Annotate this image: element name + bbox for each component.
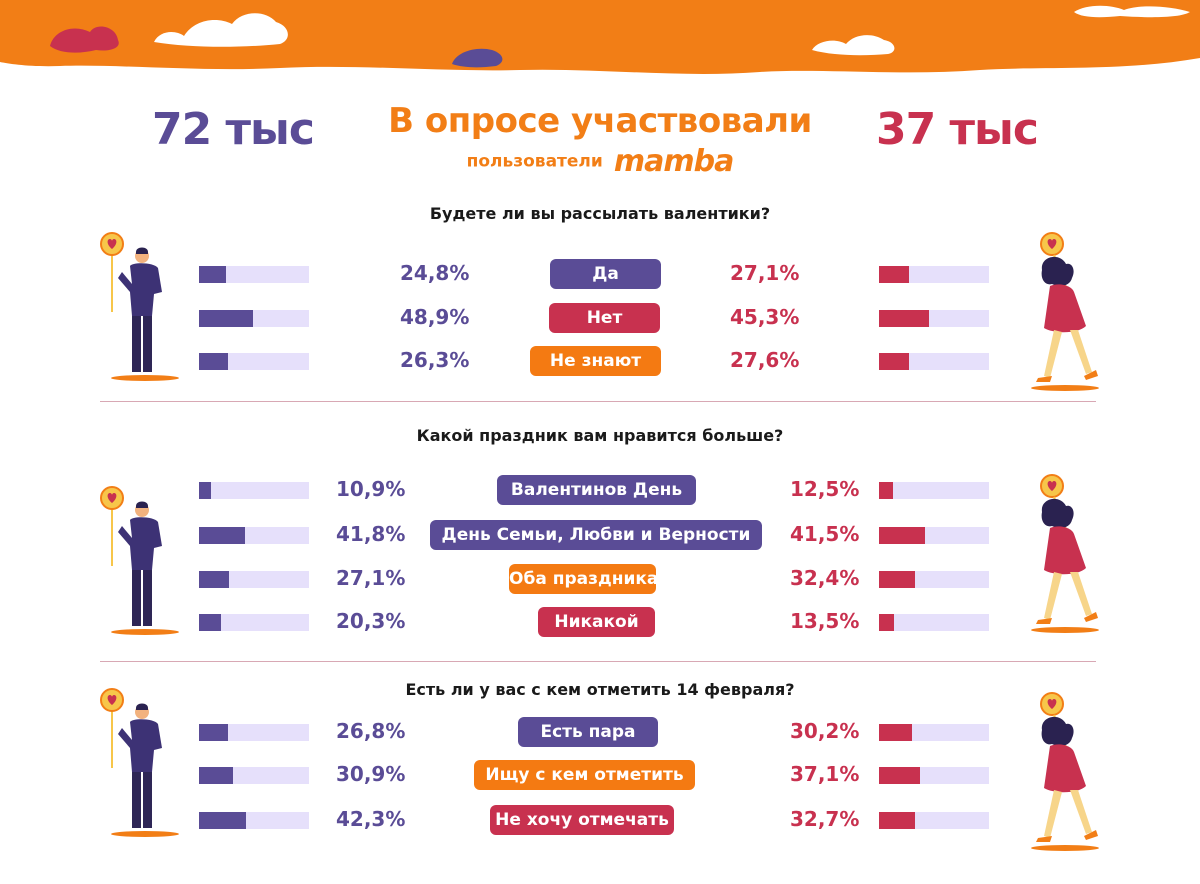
female-figure-icon [1020,226,1110,395]
female-participants-count: 37 тыс [876,104,1039,155]
question-title: Есть ли у вас с кем отметить 14 февраля? [405,680,795,699]
category-label: Валентинов День [497,475,696,505]
male-bar-track [199,353,309,370]
female-bar-track [879,353,989,370]
female-bar-track [879,266,989,283]
section-divider [100,661,1096,662]
male-percentage-label: 42,3% [336,807,406,831]
male-percentage-label: 27,1% [336,566,406,590]
category-label: Ищу с кем отметить [474,760,695,790]
male-bar-track [199,310,309,327]
category-label: Нет [549,303,660,333]
male-bar [199,353,228,370]
female-bar-track [879,482,989,499]
male-bar-track [199,482,309,499]
female-bar [879,527,925,544]
category-label: Никакой [538,607,655,637]
male-bar [199,571,229,588]
category-label: Да [550,259,661,289]
male-bar-track [199,614,309,631]
male-bar [199,614,221,631]
male-bar-track [199,571,309,588]
male-bar [199,724,228,741]
question-title: Будете ли вы рассылать валентики? [429,204,771,223]
female-bar-track [879,724,989,741]
male-figure-icon [100,232,190,386]
female-bar [879,724,912,741]
female-bar [879,767,920,784]
female-percentage-label: 37,1% [790,762,860,786]
female-percentage-label: 30,2% [790,719,860,743]
male-bar [199,482,211,499]
female-bar [879,353,909,370]
female-percentage-label: 13,5% [790,609,860,633]
subtitle-line: пользователи mamba [0,144,1200,179]
category-label: Не хочу отмечать [490,805,674,835]
female-bar [879,482,893,499]
female-percentage-label: 32,7% [790,807,860,831]
male-percentage-label: 41,8% [336,522,406,546]
female-bar-track [879,614,989,631]
female-figure-icon [1020,686,1110,855]
female-percentage-label: 45,3% [730,305,800,329]
female-percentage-label: 27,1% [730,261,800,285]
female-bar-track [879,767,989,784]
category-label: Не знают [530,346,661,376]
male-bar-track [199,724,309,741]
male-percentage-label: 26,3% [400,348,470,372]
female-percentage-label: 41,5% [790,522,860,546]
female-bar-track [879,310,989,327]
male-bar-track [199,266,309,283]
female-bar [879,310,929,327]
subtitle: пользователи [466,151,603,172]
male-percentage-label: 30,9% [336,762,406,786]
infographic-title: В опросе участвовали [388,101,812,141]
male-bar-track [199,812,309,829]
male-bar [199,812,246,829]
category-label: Есть пара [518,717,658,747]
male-bar [199,310,253,327]
male-participants-count: 72 тыс [152,104,315,155]
male-bar [199,527,245,544]
male-figure-icon [100,486,190,640]
male-bar-track [199,767,309,784]
male-bar-track [199,527,309,544]
female-percentage-label: 27,6% [730,348,800,372]
male-percentage-label: 26,8% [336,719,406,743]
male-figure-icon [100,688,190,842]
female-bar [879,614,894,631]
female-bar [879,266,909,283]
female-bar [879,571,915,588]
brand-logo: mamba [613,144,734,179]
section-divider [100,401,1096,402]
category-label: Оба праздника [509,564,658,594]
female-bar [879,812,915,829]
female-bar-track [879,527,989,544]
male-percentage-label: 10,9% [336,477,406,501]
female-bar-track [879,812,989,829]
female-percentage-label: 12,5% [790,477,860,501]
male-bar [199,767,233,784]
category-label: День Семьи, Любви и Верности [430,520,762,550]
male-percentage-label: 20,3% [336,609,406,633]
top-banner [0,0,1200,74]
male-percentage-label: 24,8% [400,261,470,285]
question-title: Какой праздник вам нравится больше? [416,426,784,445]
male-percentage-label: 48,9% [400,305,470,329]
female-percentage-label: 32,4% [790,566,860,590]
female-figure-icon [1020,468,1110,637]
female-bar-track [879,571,989,588]
male-bar [199,266,226,283]
